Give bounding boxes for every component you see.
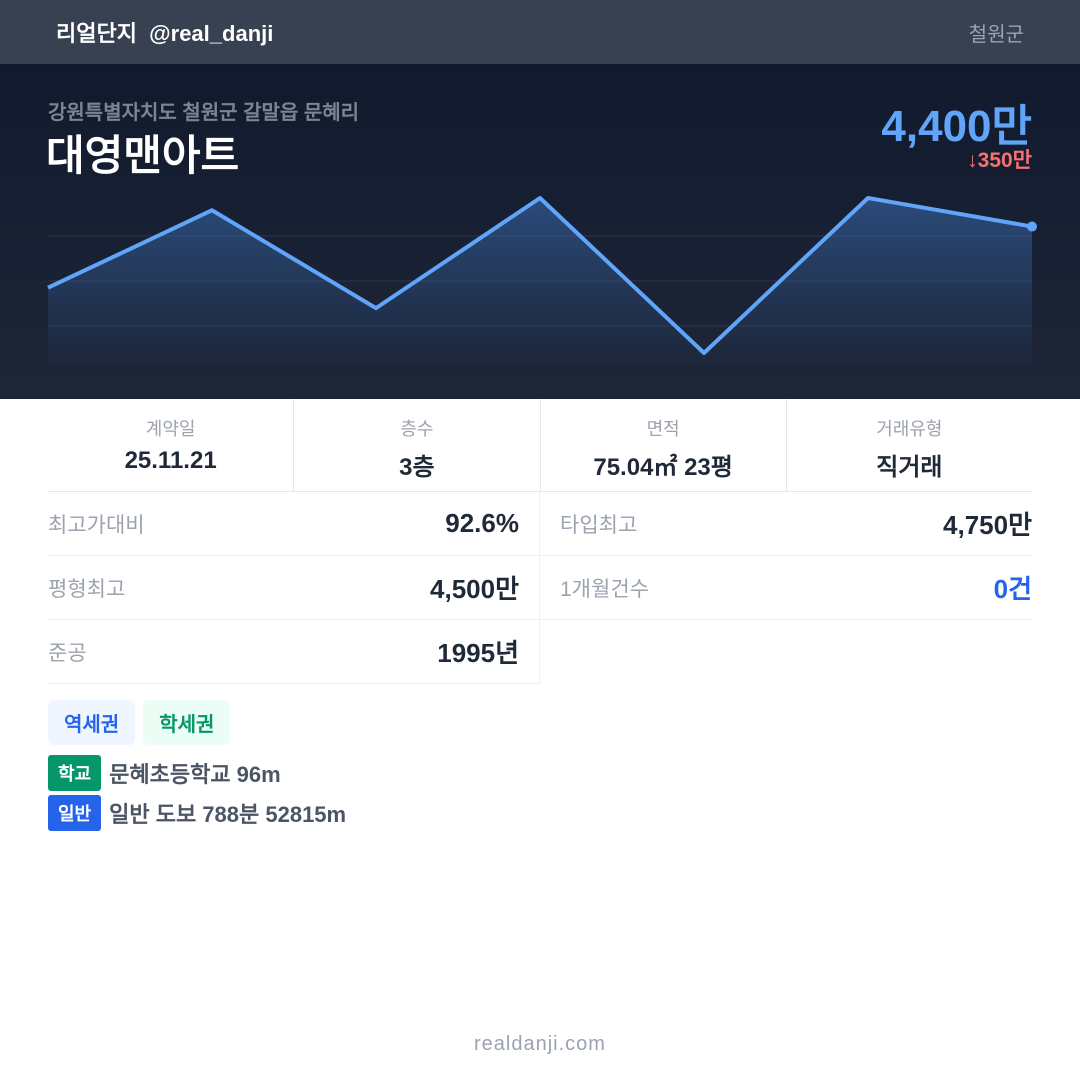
detail-value: 92.6% <box>445 508 519 538</box>
stat-date: 계약일 25.11.21 <box>48 399 295 491</box>
brand: 리얼단지 @real_danji <box>56 21 274 46</box>
detail-label: 준공 <box>48 641 87 665</box>
poi-badge: 학교 <box>48 755 102 791</box>
detail-max-ratio: 최고가대비 92.6% <box>48 492 540 556</box>
tag-station: 역세권 <box>48 700 136 745</box>
latest-price: 4,400만 <box>881 102 1032 151</box>
top-bar: 리얼단지 @real_danji 철원군 <box>0 0 1080 64</box>
detail-label: 최고가대비 <box>48 513 145 537</box>
region-label: 철원군 <box>968 23 1024 46</box>
chart-line <box>47 196 1033 355</box>
stat-value: 25.11.21 <box>124 447 217 474</box>
detail-label: 타입최고 <box>560 513 638 537</box>
detail-label: 평형최고 <box>48 577 126 601</box>
detail-type-max: 타입최고 4,750만 <box>540 492 1032 556</box>
footer: realdanji.com <box>474 1033 606 1055</box>
detail-size-max: 평형최고 4,500만 <box>48 556 540 620</box>
address: 강원특별자치도 철원군 갈말읍 문혜리 <box>48 102 360 124</box>
detail-built: 준공 1995년 <box>48 620 540 684</box>
detail-value: 1995년 <box>437 638 519 668</box>
poi-general: 일반 일반 도보 788분 52815m <box>48 795 1032 831</box>
stat-value: 75.04㎡ 23평 <box>593 454 733 481</box>
detail-monthly-count: 1개월건수 0건 <box>540 556 1032 620</box>
empty-cell <box>540 620 1032 684</box>
chart-area <box>48 198 1032 371</box>
tag-school: 학세권 <box>143 700 231 745</box>
details-grid: 최고가대비 92.6% 타입최고 4,750만 평형최고 4,500만 1개월건수 0건… <box>48 492 1032 684</box>
hero: 강원특별자치도 철원군 갈말읍 문혜리 대영맨아트 4,400만 ↓350만 <box>0 64 1080 399</box>
stat-area: 면적 75.04㎡ 23평 <box>541 399 787 491</box>
stat-label: 거래유형 <box>876 419 943 439</box>
poi-text: 문혜초등학교 96m <box>109 762 281 787</box>
complex-name: 대영맨아트 <box>46 132 240 179</box>
latest-point <box>1027 221 1037 232</box>
stat-label: 층수 <box>400 419 434 439</box>
price-chart <box>47 196 1037 371</box>
stat-value: 직거래 <box>876 454 943 481</box>
poi-text: 일반 도보 788분 52815m <box>109 802 347 827</box>
price-change: ↓350만 <box>967 149 1032 172</box>
poi-school: 학교 문혜초등학교 96m <box>48 755 1032 791</box>
poi-badge: 일반 <box>48 795 102 831</box>
stat-floor: 층수 3층 <box>294 399 541 491</box>
stat-label: 계약일 <box>145 419 196 439</box>
stat-label: 면적 <box>646 419 680 439</box>
detail-value: 4,500만 <box>430 574 519 604</box>
detail-label: 1개월건수 <box>560 577 649 601</box>
stat-value: 3층 <box>399 454 435 481</box>
detail-value: 4,750만 <box>943 510 1032 540</box>
detail-value: 0건 <box>993 574 1032 604</box>
tags: 역세권 학세권 <box>48 700 1032 745</box>
